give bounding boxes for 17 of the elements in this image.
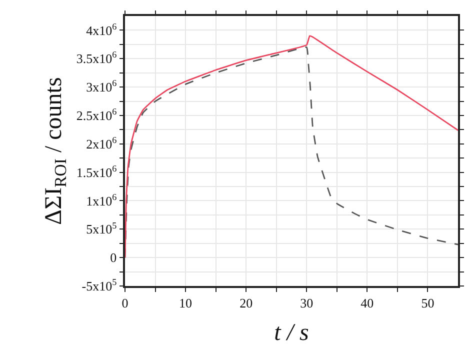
y-tick-label: 1.5x10$^{6}$ [76, 163, 118, 180]
y-tick-label: 2.5x10$^{6}$ [76, 106, 118, 124]
x-tick-label: 40 [360, 295, 374, 310]
y-tick-label: -5x10$^{5}$ [82, 277, 118, 294]
y-tick-label: 1x10$^{6}$ [86, 192, 118, 208]
y-tick-label: 0 [110, 250, 117, 266]
x-axis-title: t / s [274, 320, 309, 346]
y-tick-label: 4x10$^{6}$ [86, 21, 118, 38]
x-tick-label: 0 [122, 295, 128, 310]
y-tick-label: 3x10$^{6}$ [86, 78, 118, 95]
x-tick-label: 10 [179, 295, 192, 310]
y-tick-label: 3.5x10$^{6}$ [76, 50, 118, 66]
y-tick-label: 2x10$^{6}$ [86, 134, 118, 152]
y-tick-label: 5x10$^{5}$ [86, 220, 118, 237]
x-tick-label: 30 [300, 295, 314, 310]
x-tick-label: 20 [240, 295, 253, 310]
x-tick-label: 50 [421, 295, 434, 310]
